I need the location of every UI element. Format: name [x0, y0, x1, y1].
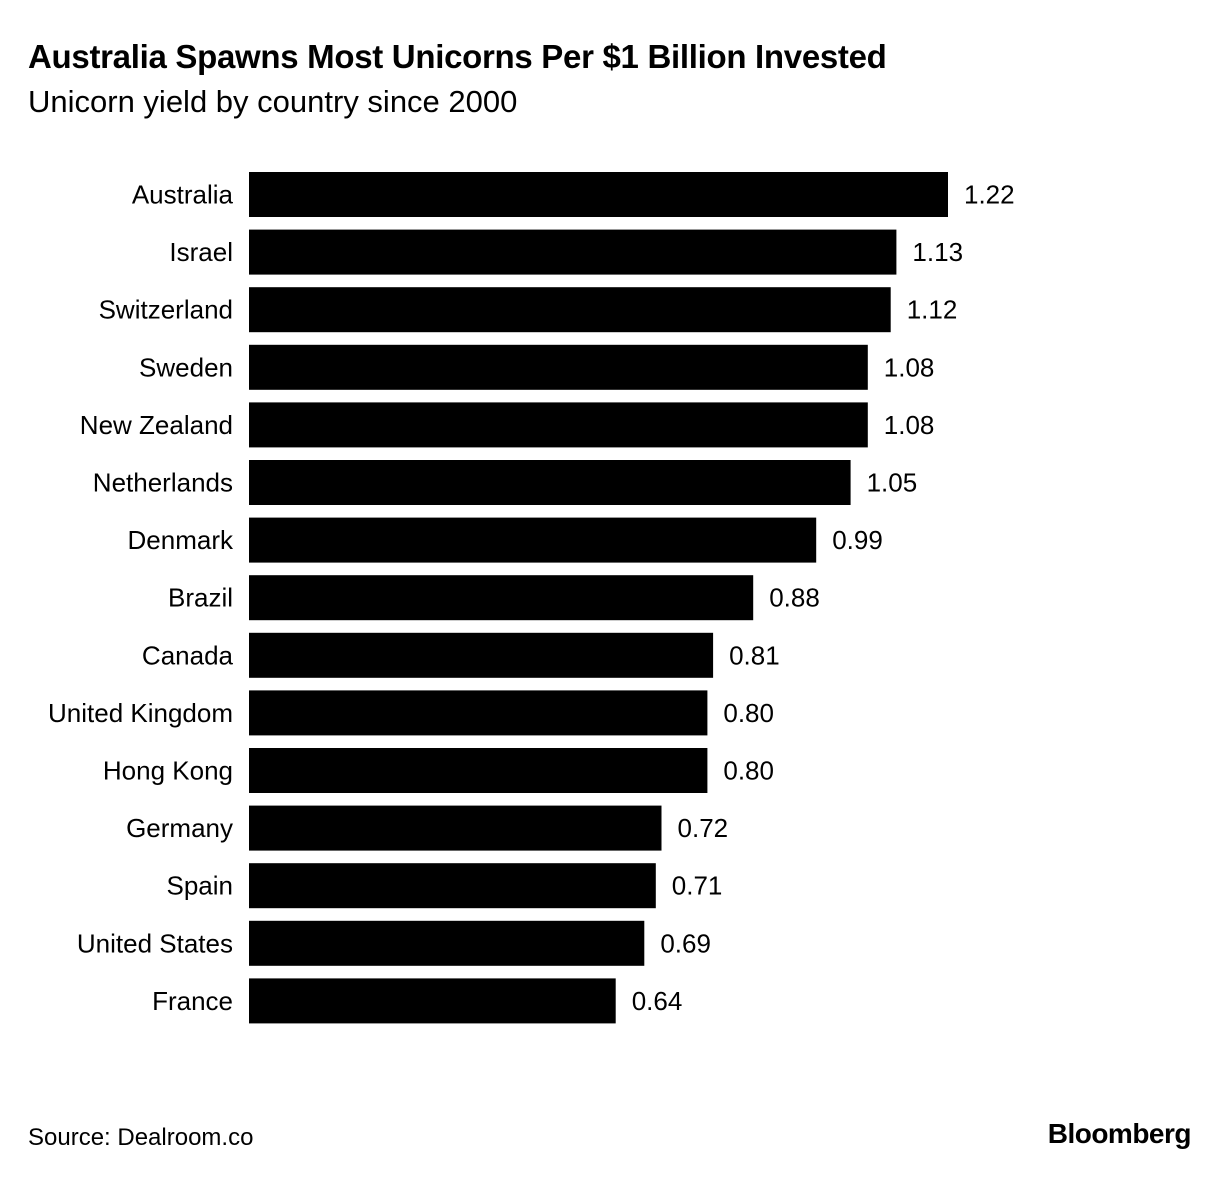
bars-group: Australia 1.22 Israel 1.13 Switzerland 1.12 Sw… — [48, 172, 1015, 1024]
source-note: Source: Dealroom.co — [28, 1124, 254, 1151]
value-label: 1.08 — [884, 410, 935, 440]
bar — [249, 402, 868, 448]
bar — [249, 229, 897, 275]
category-label: Israel — [169, 237, 233, 267]
bar — [249, 978, 616, 1024]
bar — [249, 575, 754, 621]
bar — [249, 632, 714, 678]
category-label: New Zealand — [80, 410, 233, 440]
value-label: 0.72 — [678, 813, 729, 843]
category-label: Canada — [142, 640, 234, 670]
category-label: Switzerland — [99, 295, 233, 325]
category-label: United States — [77, 928, 233, 958]
value-label: 0.64 — [632, 986, 683, 1016]
value-label: 0.81 — [729, 640, 780, 670]
bar — [249, 344, 868, 390]
chart-subtitle: Unicorn yield by country since 2000 — [28, 84, 518, 119]
bloomberg-logo: Bloomberg — [1047, 1118, 1192, 1149]
value-label: 0.71 — [672, 871, 723, 901]
bar — [249, 460, 851, 505]
category-label: Netherlands — [93, 468, 233, 498]
value-label: 1.12 — [907, 295, 958, 325]
bar — [249, 748, 708, 793]
value-label: 0.80 — [723, 756, 774, 786]
chart-title: Australia Spawns Most Unicorns Per $1 Bi… — [28, 38, 887, 75]
category-label: Germany — [126, 813, 233, 843]
category-label: Australia — [132, 180, 234, 210]
category-label: Sweden — [139, 352, 233, 382]
value-label: 0.69 — [660, 928, 711, 958]
category-label: Hong Kong — [103, 756, 233, 786]
category-label: France — [152, 986, 233, 1016]
value-label: 0.80 — [723, 698, 774, 728]
category-label: United Kingdom — [48, 698, 233, 728]
bar — [249, 690, 708, 736]
bar — [249, 920, 645, 966]
value-label: 1.13 — [912, 237, 963, 267]
bar — [249, 517, 817, 563]
value-label: 0.99 — [832, 525, 883, 555]
category-label: Denmark — [128, 525, 234, 555]
value-label: 1.08 — [884, 352, 935, 382]
category-label: Brazil — [168, 583, 233, 613]
value-label: 0.88 — [769, 583, 820, 613]
value-label: 1.05 — [867, 468, 918, 498]
bar — [249, 172, 948, 217]
bar — [249, 863, 656, 909]
category-label: Spain — [167, 871, 234, 901]
bar — [249, 805, 662, 851]
bar — [249, 287, 891, 333]
value-label: 1.22 — [964, 180, 1015, 210]
